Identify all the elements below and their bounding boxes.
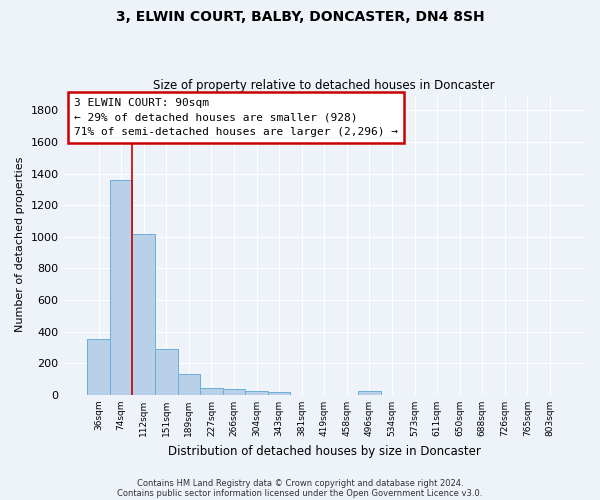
Bar <box>268 392 290 395</box>
Bar <box>110 180 133 395</box>
Text: Contains public sector information licensed under the Open Government Licence v3: Contains public sector information licen… <box>118 488 482 498</box>
Text: 3, ELWIN COURT, BALBY, DONCASTER, DN4 8SH: 3, ELWIN COURT, BALBY, DONCASTER, DN4 8S… <box>116 10 484 24</box>
Bar <box>245 391 268 395</box>
Bar <box>200 388 223 395</box>
Bar <box>133 234 155 395</box>
Text: 3 ELWIN COURT: 90sqm
← 29% of detached houses are smaller (928)
71% of semi-deta: 3 ELWIN COURT: 90sqm ← 29% of detached h… <box>74 98 398 137</box>
Bar <box>358 391 381 395</box>
Bar <box>178 374 200 395</box>
X-axis label: Distribution of detached houses by size in Doncaster: Distribution of detached houses by size … <box>168 444 481 458</box>
Bar <box>155 349 178 395</box>
Bar <box>87 339 110 395</box>
Y-axis label: Number of detached properties: Number of detached properties <box>15 157 25 332</box>
Bar <box>223 390 245 395</box>
Title: Size of property relative to detached houses in Doncaster: Size of property relative to detached ho… <box>154 79 495 92</box>
Text: Contains HM Land Registry data © Crown copyright and database right 2024.: Contains HM Land Registry data © Crown c… <box>137 478 463 488</box>
